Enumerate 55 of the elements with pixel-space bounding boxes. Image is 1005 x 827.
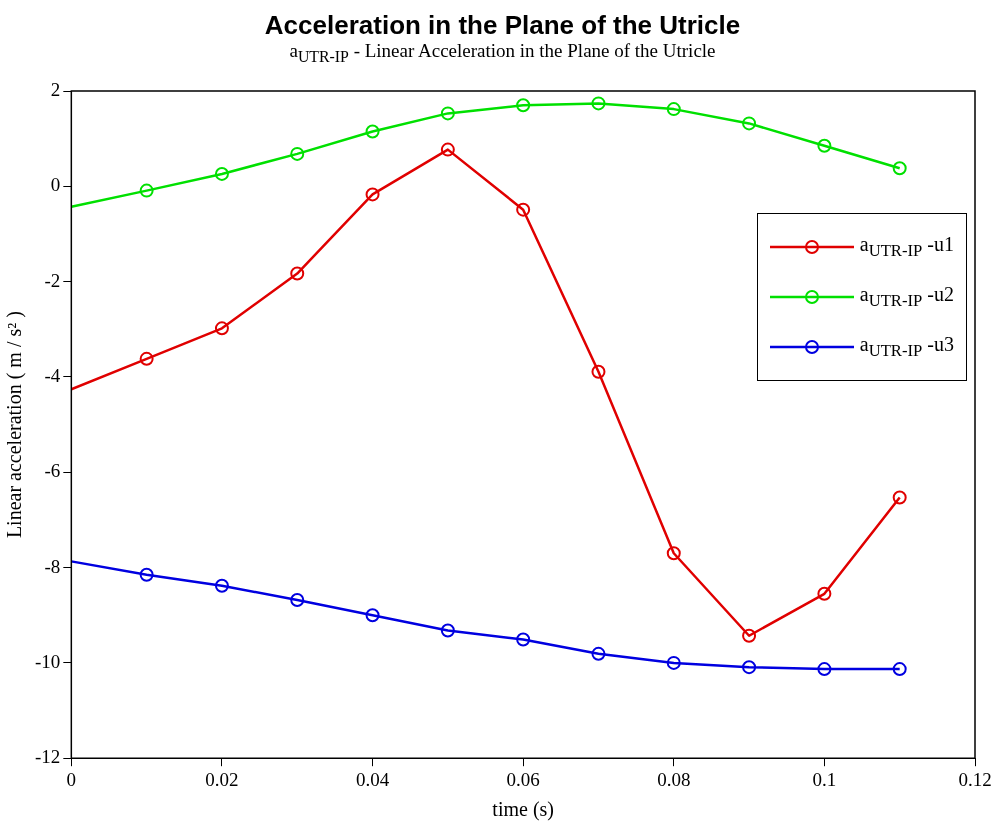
point [742, 628, 757, 643]
point [440, 142, 455, 157]
point [516, 632, 531, 647]
y-axis-title: Linear acceleration ( m / s² ) [3, 311, 27, 539]
x-tick-label: 0.02 [205, 768, 239, 790]
point [591, 96, 606, 111]
point [139, 351, 154, 366]
x-tick-label: 0.04 [355, 768, 390, 790]
y-tick-label: -12 [35, 746, 61, 768]
x-tick-label: 0.12 [958, 768, 992, 790]
point [666, 102, 681, 117]
point [817, 138, 832, 153]
legend-label: a$_{UTR-IP}$ -u3 [859, 333, 954, 361]
point [591, 364, 606, 379]
point [214, 578, 229, 593]
point [440, 106, 455, 121]
point [290, 266, 305, 281]
x-axis-title: time (s) [492, 798, 554, 822]
y-tick-label: 0 [50, 174, 61, 196]
point [892, 161, 907, 176]
point [817, 662, 832, 677]
point [742, 660, 757, 675]
y-tick-label: -4 [44, 364, 61, 386]
point [516, 202, 531, 217]
point [666, 546, 681, 561]
x-tick-label: 0.06 [506, 768, 540, 790]
point [139, 567, 154, 582]
point [591, 646, 606, 661]
point [290, 146, 305, 161]
point [365, 187, 380, 202]
point [666, 655, 681, 670]
point [214, 321, 229, 336]
point [742, 116, 757, 131]
y-tick-label: -8 [44, 555, 61, 577]
point [139, 183, 154, 198]
legend-label: a$_{UTR-IP}$ -u1 [859, 233, 954, 261]
chart-subtitle: a$_{UTR-IP}$ - Linear Acceleration in the Plane of the Utricle [288, 40, 717, 66]
point [892, 490, 907, 505]
point [892, 662, 907, 677]
point [817, 586, 832, 601]
x-tick-label: 0 [66, 768, 77, 790]
y-tick-label: -2 [44, 269, 61, 291]
y-tick-label: -10 [35, 650, 61, 672]
point [440, 623, 455, 638]
x-tick-label: 0.08 [657, 768, 691, 790]
chart-title: Acceleration in the Plane of the Utricle [263, 10, 742, 41]
x-tick-label: 0.1 [812, 768, 837, 790]
point [365, 608, 380, 623]
y-tick-label: 2 [50, 78, 61, 100]
point [290, 592, 305, 607]
y-tick-label: -6 [44, 460, 61, 482]
point [365, 124, 380, 139]
point [516, 98, 531, 113]
point [214, 166, 229, 181]
legend-label: a$_{UTR-IP}$ -u2 [859, 283, 954, 311]
